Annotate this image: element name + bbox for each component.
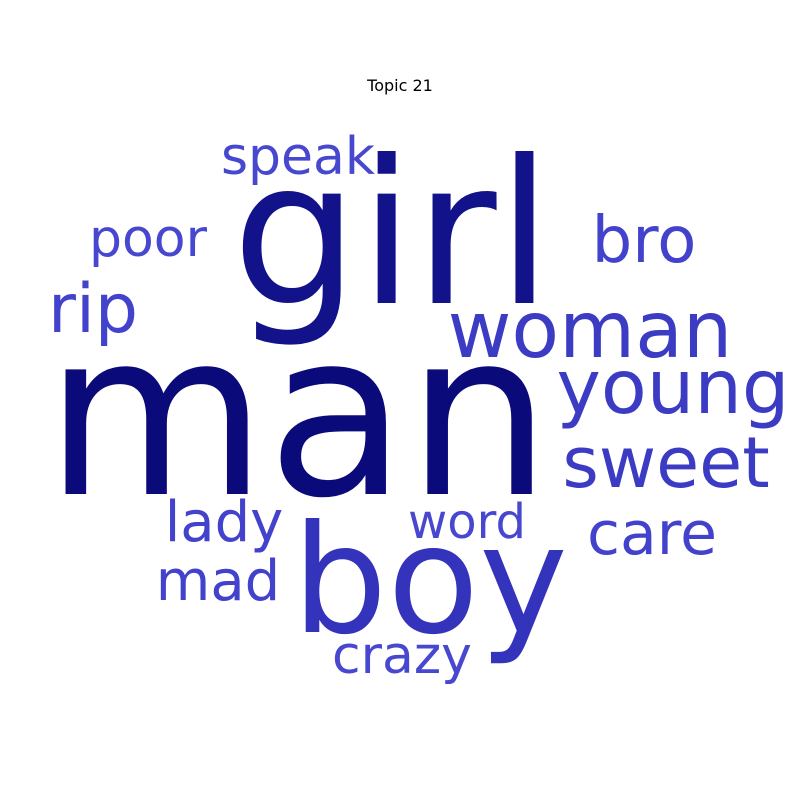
word-word: word: [408, 494, 526, 550]
word-boy: boy: [292, 494, 568, 668]
word-care: care: [587, 499, 717, 569]
word-poor: poor: [89, 209, 208, 269]
word-sweet: sweet: [562, 422, 769, 504]
word-woman: woman: [448, 286, 733, 376]
word-speak: speak: [221, 127, 375, 187]
chart-title: Topic 21: [367, 76, 433, 95]
word-mad: mad: [156, 549, 280, 614]
word-lady: lady: [165, 490, 284, 555]
word-girl: girl: [232, 118, 552, 351]
word-bro: bro: [592, 204, 697, 278]
word-rip: rip: [48, 270, 138, 349]
word-man: man: [45, 282, 551, 548]
word-crazy: crazy: [332, 626, 472, 686]
word-young: young: [557, 343, 790, 431]
